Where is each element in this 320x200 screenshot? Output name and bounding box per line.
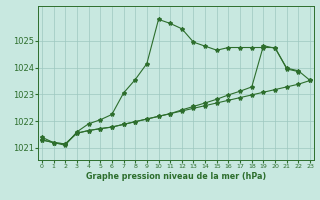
X-axis label: Graphe pression niveau de la mer (hPa): Graphe pression niveau de la mer (hPa) — [86, 172, 266, 181]
